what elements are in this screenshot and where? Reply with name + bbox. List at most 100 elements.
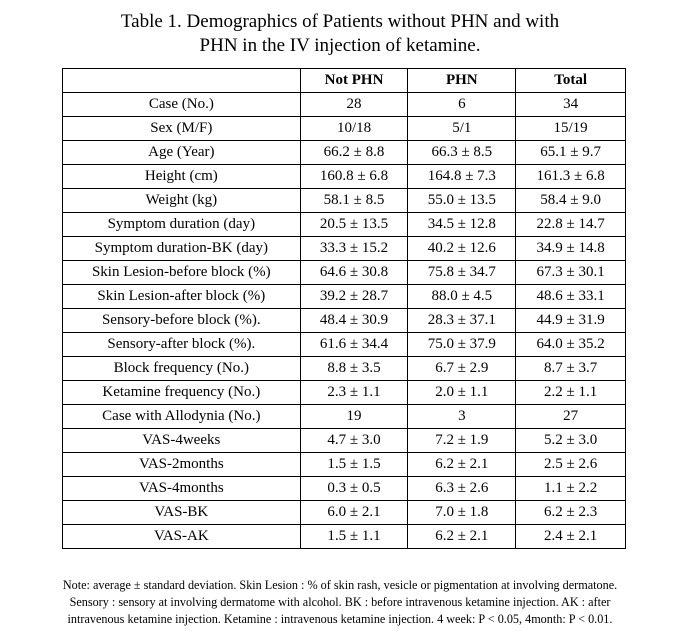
row-label-cell: Block frequency (No.) <box>62 356 301 381</box>
table-row: VAS-4weeks 4.7 ± 3.0 7.2 ± 1.9 5.2 ± 3.0 <box>62 428 626 453</box>
table-cell: 33.3 ± 15.2 <box>299 236 409 261</box>
table-row: Skin Lesion-after block (%) 39.2 ± 28.7 88… <box>62 284 626 309</box>
table-caption: Table 1. Demographics of Patients withou… <box>0 10 680 58</box>
table-cell: 67.3 ± 30.1 <box>515 260 626 285</box>
row-label-cell: Sensory-before block (%). <box>62 308 301 333</box>
table-row: Case (No.) 28 6 34 <box>62 92 626 117</box>
demographics-table: Not PHN PHN Total Case (No.) 28 6 34 Sex (M/… <box>62 68 626 549</box>
table-cell: 27 <box>515 404 626 429</box>
table-cell: 0.3 ± 0.5 <box>299 476 409 501</box>
row-label-cell: Weight (kg) <box>62 188 301 213</box>
row-label-cell: Skin Lesion-after block (%) <box>62 284 301 309</box>
table-row: Symptom duration-BK (day) 33.3 ± 15.2 40.2… <box>62 236 626 261</box>
table-cell: 66.2 ± 8.8 <box>299 140 409 165</box>
header-cell-not-phn: Not PHN <box>299 68 409 93</box>
table-row: Case with Allodynia (No.) 19 3 27 <box>62 404 626 429</box>
table-row: Weight (kg) 58.1 ± 8.5 55.0 ± 13.5 58.4 ± 9… <box>62 188 626 213</box>
note-line-3: intravenous ketamine injection. Ketamine… <box>67 612 613 626</box>
table-cell: 7.2 ± 1.9 <box>407 428 517 453</box>
row-label-cell: Case with Allodynia (No.) <box>62 404 301 429</box>
note-line-2: Sensory : sensory at involving dermatome… <box>69 595 611 609</box>
table-cell: 28.3 ± 37.1 <box>407 308 517 333</box>
table-header: Not PHN PHN Total <box>62 68 626 93</box>
table-note: Note: average ± standard deviation. Skin… <box>4 577 676 628</box>
row-label-cell: Skin Lesion-before block (%) <box>62 260 301 285</box>
table-cell: 61.6 ± 34.4 <box>299 332 409 357</box>
table-cell: 2.2 ± 1.1 <box>515 380 626 405</box>
table-cell: 40.2 ± 12.6 <box>407 236 517 261</box>
table-row: Sensory-before block (%). 48.4 ± 30.9 28.3… <box>62 308 626 333</box>
table-cell: 22.8 ± 14.7 <box>515 212 626 237</box>
table-cell: 34 <box>515 92 626 117</box>
caption-line-2: PHN in the IV injection of ketamine. <box>199 35 481 56</box>
table-cell: 34.5 ± 12.8 <box>407 212 517 237</box>
row-label-cell: Symptom duration (day) <box>62 212 301 237</box>
table-row: VAS-BK 6.0 ± 2.1 7.0 ± 1.8 6.2 ± 2.3 <box>62 500 626 525</box>
table-row: Symptom duration (day) 20.5 ± 13.5 34.5 ± … <box>62 212 626 237</box>
table-row: Skin Lesion-before block (%) 64.6 ± 30.8 7… <box>62 260 626 285</box>
table-cell: 1.5 ± 1.5 <box>299 452 409 477</box>
table-cell: 64.6 ± 30.8 <box>299 260 409 285</box>
table-cell: 6.2 ± 2.1 <box>407 524 517 549</box>
row-label-cell: VAS-4months <box>62 476 301 501</box>
table-cell: 20.5 ± 13.5 <box>299 212 409 237</box>
table-row: Sensory-after block (%). 61.6 ± 34.4 75.0 … <box>62 332 626 357</box>
table-cell: 3 <box>407 404 517 429</box>
table-row: Age (Year) 66.2 ± 8.8 66.3 ± 8.5 65.1 ± 9.7 <box>62 140 626 165</box>
table-cell: 160.8 ± 6.8 <box>299 164 409 189</box>
table-cell: 34.9 ± 14.8 <box>515 236 626 261</box>
row-label-cell: Ketamine frequency (No.) <box>62 380 301 405</box>
table-cell: 6.0 ± 2.1 <box>299 500 409 525</box>
table-cell: 7.0 ± 1.8 <box>407 500 517 525</box>
table-cell: 1.5 ± 1.1 <box>299 524 409 549</box>
row-label-cell: VAS-AK <box>62 524 301 549</box>
table-cell: 39.2 ± 28.7 <box>299 284 409 309</box>
table-cell: 4.7 ± 3.0 <box>299 428 409 453</box>
table-cell: 6.7 ± 2.9 <box>407 356 517 381</box>
row-label-cell: Age (Year) <box>62 140 301 165</box>
table-cell: 5/1 <box>407 116 517 141</box>
caption-line-1: Table 1. Demographics of Patients withou… <box>120 11 560 32</box>
table-cell: 15/19 <box>515 116 626 141</box>
table-cell: 65.1 ± 9.7 <box>515 140 626 165</box>
table-row: VAS-AK 1.5 ± 1.1 6.2 ± 2.1 2.4 ± 2.1 <box>62 524 626 549</box>
table-cell: 6.2 ± 2.1 <box>407 452 517 477</box>
table-row: Height (cm) 160.8 ± 6.8 164.8 ± 7.3 161.3 ±… <box>62 164 626 189</box>
table-cell: 64.0 ± 35.2 <box>515 332 626 357</box>
table-cell: 55.0 ± 13.5 <box>407 188 517 213</box>
table-cell: 75.8 ± 34.7 <box>407 260 517 285</box>
table-cell: 19 <box>299 404 409 429</box>
row-label-cell: Sex (M/F) <box>62 116 301 141</box>
table-cell: 10/18 <box>299 116 409 141</box>
table-cell: 48.6 ± 33.1 <box>515 284 626 309</box>
row-label-cell: Height (cm) <box>62 164 301 189</box>
table-cell: 8.8 ± 3.5 <box>299 356 409 381</box>
table-cell: 75.0 ± 37.9 <box>407 332 517 357</box>
table-cell: 28 <box>299 92 409 117</box>
table-row: Ketamine frequency (No.) 2.3 ± 1.1 2.0 ± 1… <box>62 380 626 405</box>
header-cell-phn: PHN <box>407 68 517 93</box>
table-cell: 2.3 ± 1.1 <box>299 380 409 405</box>
table-cell: 2.4 ± 2.1 <box>515 524 626 549</box>
table-cell: 44.9 ± 31.9 <box>515 308 626 333</box>
table-cell: 58.4 ± 9.0 <box>515 188 626 213</box>
table-cell: 2.5 ± 2.6 <box>515 452 626 477</box>
table-cell: 88.0 ± 4.5 <box>407 284 517 309</box>
table-cell: 161.3 ± 6.8 <box>515 164 626 189</box>
note-line-1: Note: average ± standard deviation. Skin… <box>62 578 618 592</box>
table-row: VAS-2months 1.5 ± 1.5 6.2 ± 2.1 2.5 ± 2.6 <box>62 452 626 477</box>
header-cell-total: Total <box>515 68 626 93</box>
table-cell: 58.1 ± 8.5 <box>299 188 409 213</box>
header-row: Not PHN PHN Total <box>62 68 626 93</box>
table-body: Case (No.) 28 6 34 Sex (M/F) 10/18 5/1 15/19 Age… <box>62 92 626 549</box>
table-row: VAS-4months 0.3 ± 0.5 6.3 ± 2.6 1.1 ± 2.2 <box>62 476 626 501</box>
row-label-cell: Symptom duration-BK (day) <box>62 236 301 261</box>
table-row: Block frequency (No.) 8.8 ± 3.5 6.7 ± 2.9 8… <box>62 356 626 381</box>
table-cell: 1.1 ± 2.2 <box>515 476 626 501</box>
table-cell: 8.7 ± 3.7 <box>515 356 626 381</box>
row-label-cell: Case (No.) <box>62 92 301 117</box>
row-label-cell: VAS-BK <box>62 500 301 525</box>
table-cell: 66.3 ± 8.5 <box>407 140 517 165</box>
header-cell-label <box>62 68 301 93</box>
table-cell: 48.4 ± 30.9 <box>299 308 409 333</box>
